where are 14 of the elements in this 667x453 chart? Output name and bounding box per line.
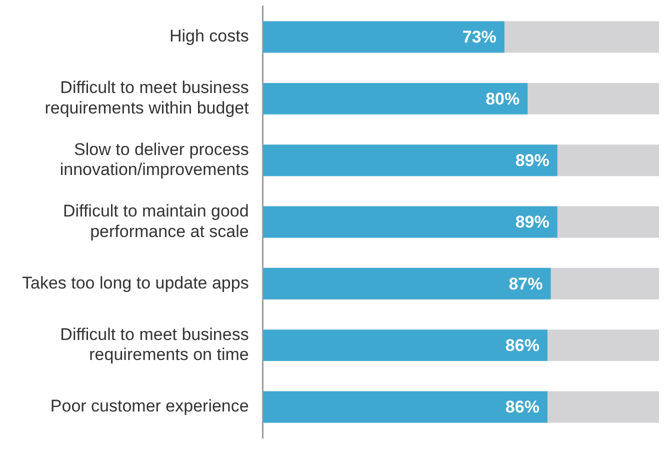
data-label: 89% bbox=[515, 212, 550, 232]
y-tick-label: Takes too long to update apps bbox=[22, 273, 249, 292]
data-label: 89% bbox=[515, 151, 550, 170]
y-tick-label: Poor customer experience bbox=[50, 396, 249, 416]
data-label: 80% bbox=[486, 89, 520, 108]
y-tick-label: Difficult to meet business requirements within budget bbox=[44, 78, 250, 118]
data-label: 86% bbox=[505, 398, 540, 417]
data-label: 86% bbox=[505, 336, 540, 355]
y-tick-label: Difficult to meet business requirements on time bbox=[60, 324, 249, 364]
data-label: 73% bbox=[462, 28, 496, 47]
y-tick-label: Slow to deliver process innovation/improvements bbox=[60, 140, 249, 180]
data-label: 87% bbox=[508, 274, 543, 294]
y-tick-label: High costs bbox=[169, 26, 249, 46]
y-tick-label: Difficult to maintain good performance at scale bbox=[62, 201, 249, 241]
